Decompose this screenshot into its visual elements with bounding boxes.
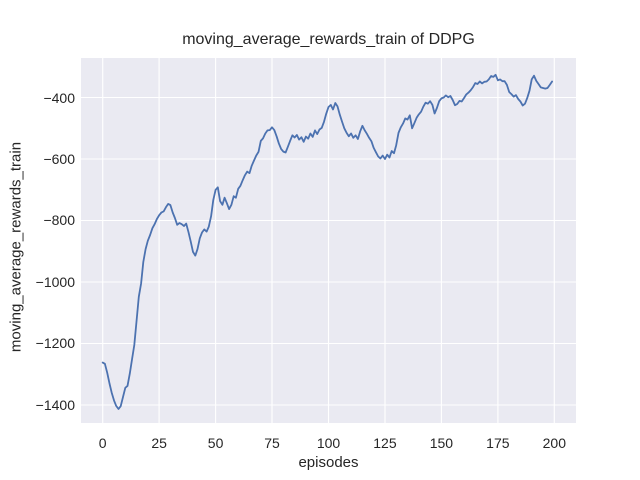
reward-line xyxy=(101,73,553,410)
x-tick-label: 200 xyxy=(542,435,566,451)
y-tick-label: −800 xyxy=(43,212,75,229)
x-tick-label: 125 xyxy=(373,435,397,451)
y-tick-label: −400 xyxy=(43,89,75,106)
x-tick-label: 150 xyxy=(429,435,454,451)
plot-area xyxy=(81,58,576,423)
x-tick-label: 100 xyxy=(316,435,341,451)
line-chart-svg xyxy=(81,58,576,423)
x-tick-label: 50 xyxy=(207,435,224,451)
y-tick-label: −1000 xyxy=(35,273,75,290)
x-tick-label: 25 xyxy=(151,435,167,451)
x-tick-label: 175 xyxy=(486,435,510,451)
y-tick-label: −600 xyxy=(43,151,75,167)
y-axis-label: moving_average_rewards_train xyxy=(7,141,25,353)
y-tick-label: −1200 xyxy=(35,335,75,352)
x-tick-label: 0 xyxy=(98,435,107,451)
y-tick-label: −1400 xyxy=(35,396,75,413)
x-tick-label: 75 xyxy=(264,435,280,451)
x-axis-label: episodes xyxy=(298,454,359,471)
chart-title: moving_average_rewards_train of DDPG xyxy=(182,31,475,48)
